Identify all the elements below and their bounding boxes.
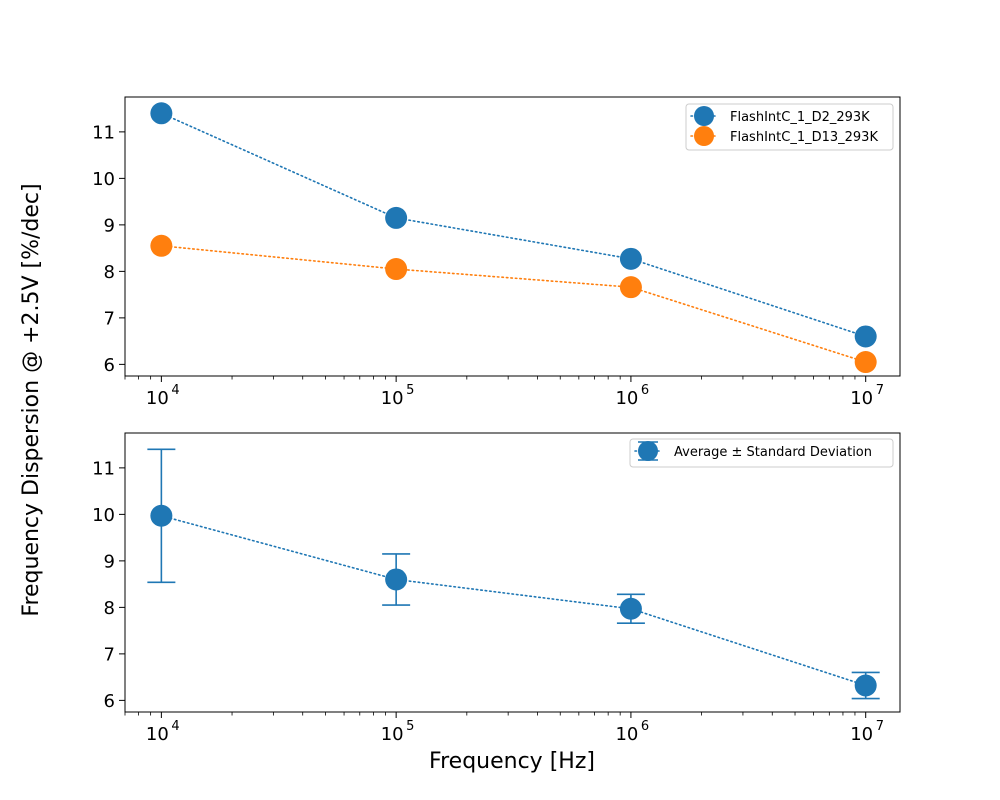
legend-marker <box>638 441 658 461</box>
x-tick-label-exponent: 5 <box>406 383 414 398</box>
data-point <box>150 504 173 527</box>
x-tick-label-exponent: 7 <box>876 719 884 734</box>
y-tick-label: 7 <box>104 644 115 665</box>
series-line <box>160 514 867 687</box>
x-tick-label: 10 <box>146 388 169 409</box>
x-tick-label-exponent: 4 <box>171 383 179 398</box>
x-tick-label: 10 <box>850 388 873 409</box>
y-tick-label: 9 <box>104 215 115 236</box>
data-point <box>619 597 642 620</box>
x-tick-label-exponent: 4 <box>171 719 179 734</box>
data-point <box>385 206 408 229</box>
y-tick-label: 6 <box>104 691 115 712</box>
x-tick-label-exponent: 5 <box>406 719 414 734</box>
legend-label: Average ± Standard Deviation <box>674 445 872 460</box>
legend-box <box>685 103 894 151</box>
legend-label: FlashIntC_1_D2_293K <box>730 110 870 125</box>
data-point <box>619 247 642 270</box>
data-point <box>854 325 877 348</box>
data-point <box>854 674 877 697</box>
axes-frame <box>124 96 901 377</box>
x-axis-label: Frequency [Hz] <box>429 749 595 774</box>
y-tick-label: 8 <box>104 262 115 283</box>
x-tick-label-exponent: 7 <box>876 383 884 398</box>
legend-marker <box>694 126 714 146</box>
y-tick-label: 11 <box>92 458 115 479</box>
x-tick-label-exponent: 6 <box>641 383 649 398</box>
top-chart-panel: 10 4 10 5 10 6 10 767891011FlashIntC_1_D2_293KF… <box>92 96 901 409</box>
legend-label: FlashIntC_1_D13_293K <box>730 130 878 145</box>
y-tick-label: 11 <box>92 122 115 143</box>
data-point <box>385 258 408 281</box>
x-tick-label: 10 <box>381 388 404 409</box>
y-tick-label: 7 <box>104 308 115 329</box>
series-line <box>160 245 867 363</box>
legend-marker <box>694 106 714 126</box>
y-tick-label: 10 <box>92 505 115 526</box>
data-point <box>150 102 173 125</box>
axes-frame <box>124 432 901 713</box>
data-point <box>385 568 408 591</box>
data-point <box>150 234 173 257</box>
y-tick-label: 8 <box>104 598 115 619</box>
data-point <box>619 276 642 299</box>
data-point <box>854 351 877 374</box>
x-tick-label: 10 <box>615 388 638 409</box>
x-tick-label: 10 <box>615 724 638 745</box>
y-tick-label: 9 <box>104 551 115 572</box>
legend-box <box>629 438 894 468</box>
y-axis-label: Frequency Dispersion @ +2.5V [%/dec] <box>19 183 44 616</box>
x-tick-label-exponent: 6 <box>641 719 649 734</box>
x-tick-label: 10 <box>381 724 404 745</box>
y-tick-label: 6 <box>104 355 115 376</box>
x-tick-label: 10 <box>850 724 873 745</box>
x-tick-label: 10 <box>146 724 169 745</box>
y-tick-label: 10 <box>92 169 115 190</box>
